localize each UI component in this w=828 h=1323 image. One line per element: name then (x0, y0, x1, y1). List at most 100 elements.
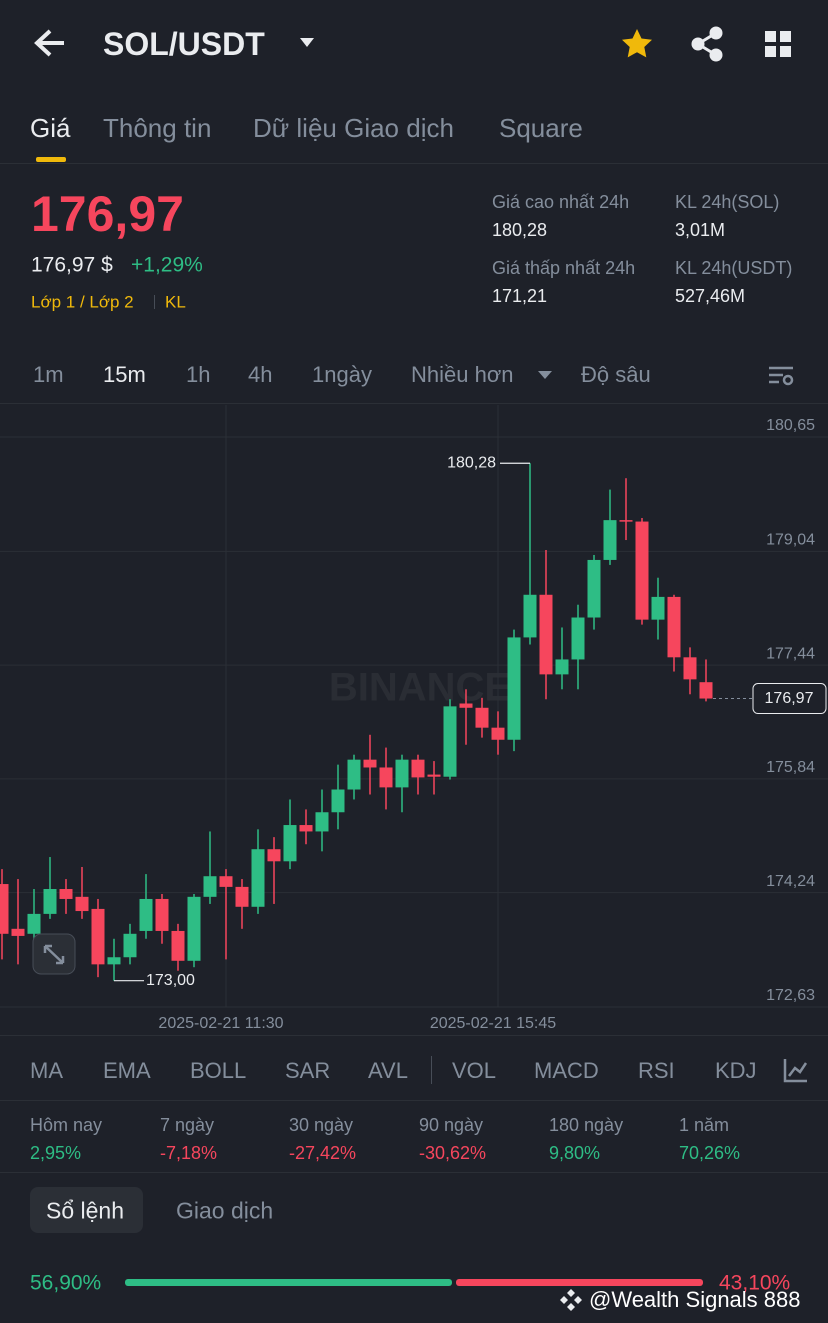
candle-body (507, 637, 521, 740)
indicator-settings[interactable] (781, 1056, 811, 1086)
candle-body (315, 812, 329, 832)
indicator-separator (431, 1056, 432, 1084)
buy-bar (125, 1279, 452, 1286)
last-price-box (752, 683, 827, 715)
indicator[interactable]: AVL (368, 1058, 408, 1083)
period-change: -30,62% (419, 1143, 487, 1163)
period-change: 9,80% (549, 1143, 601, 1163)
chart-settings[interactable] (769, 366, 794, 386)
candle-body (459, 703, 473, 708)
buy-ratio: 56,90% (30, 1271, 102, 1295)
candle-body (171, 930, 185, 961)
period-change: -7,18% (160, 1143, 218, 1163)
candle-body (683, 657, 697, 680)
candle-body (539, 594, 553, 675)
candle-body (123, 933, 137, 958)
tab[interactable]: Thông tin (103, 113, 212, 143)
candle-body (251, 849, 265, 907)
menu-grid[interactable] (765, 31, 791, 57)
candle-body (635, 521, 649, 620)
indicator[interactable]: EMA (103, 1058, 151, 1083)
candle-body (571, 617, 585, 660)
divider (0, 163, 828, 164)
divider (0, 1100, 828, 1101)
interval[interactable]: Nhiều hơn (411, 362, 514, 387)
indicator[interactable]: SAR (285, 1058, 331, 1083)
tab[interactable]: Dữ liệu Giao dịch (253, 113, 454, 143)
sell-bar (456, 1279, 703, 1286)
tab[interactable]: Square (499, 113, 583, 143)
candle-body (523, 594, 537, 638)
candle-body (91, 908, 105, 965)
divider (0, 403, 828, 404)
indicator[interactable]: BOLL (190, 1058, 247, 1083)
candle-body (699, 682, 713, 699)
candle-body (667, 596, 681, 658)
more-caret[interactable] (538, 371, 552, 379)
indicator[interactable]: MA (30, 1058, 63, 1083)
stat-label: KL 24h(USDT) (675, 258, 793, 278)
candle-body (619, 520, 633, 522)
candle-body (427, 774, 441, 777)
chart-watermark: BINANCE (329, 666, 511, 710)
y-tick-label: 172,63 (766, 987, 815, 1004)
candle-body (0, 884, 9, 934)
period-change: 70,26% (679, 1143, 741, 1163)
interval[interactable]: 15m (103, 362, 146, 387)
divider (0, 1172, 828, 1173)
y-tick-label: 177,44 (766, 645, 815, 662)
tag[interactable]: Lớp 1 / Lớp 2 (31, 292, 134, 312)
active-tab-bg (30, 1187, 143, 1233)
y-tick-label: 174,24 (766, 873, 815, 890)
pair[interactable]: SOL/USDT (103, 26, 265, 62)
interval[interactable]: 4h (248, 362, 273, 387)
candle-body (203, 876, 217, 897)
x-tick-label: 2025-02-21 11:30 (158, 1015, 283, 1032)
stat-label: Giá thấp nhất 24h (492, 258, 636, 278)
candle-body (187, 896, 201, 961)
candle-body (411, 759, 425, 778)
stat-value: 180,28 (492, 220, 548, 240)
candle-body (59, 889, 73, 899)
candle-body (555, 659, 569, 675)
period-label: 1 năm (679, 1115, 730, 1135)
candle-body (603, 520, 617, 560)
candle-body (475, 707, 489, 728)
y-tick-label: 179,04 (766, 532, 815, 549)
interval[interactable]: 1m (33, 362, 64, 387)
fullscreen-button[interactable] (32, 933, 76, 977)
tab[interactable]: Giá (30, 113, 71, 143)
candle-body (107, 957, 121, 965)
interval[interactable]: 1h (186, 362, 211, 387)
interval[interactable]: 1ngày (312, 362, 372, 387)
divider (0, 1035, 828, 1036)
interval-icons (538, 366, 794, 386)
stat-label: KL 24h(SOL) (675, 192, 780, 212)
indicator[interactable]: VOL (452, 1058, 497, 1083)
y-tick-label: 180,65 (766, 417, 815, 434)
trades-tab[interactable]: Giao dịch (176, 1197, 274, 1224)
back-button[interactable] (34, 29, 64, 57)
period-label: 30 ngày (289, 1115, 354, 1135)
period-label: 180 ngày (549, 1115, 624, 1135)
candle-body (299, 825, 313, 832)
indicator[interactable]: KDJ (715, 1058, 757, 1083)
candle-body (443, 706, 457, 777)
indicator[interactable]: MACD (534, 1058, 599, 1083)
interval[interactable]: Độ sâu (581, 362, 651, 387)
share-button[interactable] (691, 26, 723, 62)
y-tick-label: 175,84 (766, 759, 815, 776)
candle-body (651, 596, 665, 620)
tag[interactable]: KL (165, 292, 186, 312)
x-tick-label: 2025-02-21 15:45 (430, 1015, 556, 1032)
favorite-star[interactable] (622, 29, 652, 58)
watermark: @Wealth Signals 888 (589, 1287, 801, 1312)
tab-indicator (36, 157, 66, 162)
stat-value: 3,01M (675, 220, 726, 240)
pair-dropdown[interactable] (300, 38, 314, 47)
stat-value: 171,21 (492, 286, 548, 306)
candle-body (379, 767, 393, 788)
orderbook-tab[interactable]: Sổ lệnh (46, 1197, 125, 1224)
indicator[interactable]: RSI (638, 1058, 675, 1083)
